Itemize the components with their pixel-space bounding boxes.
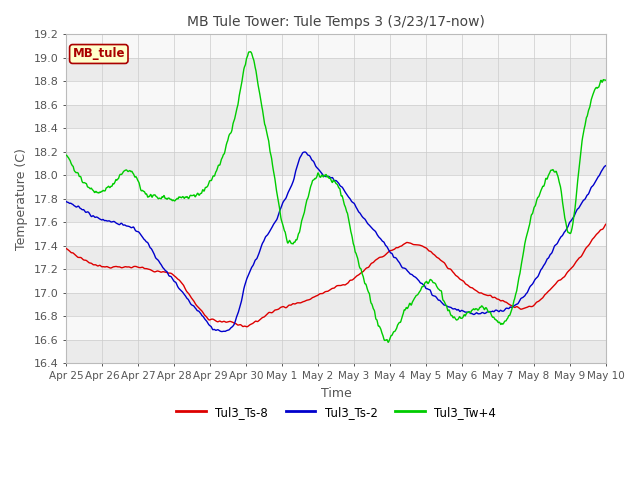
Text: MB_tule: MB_tule bbox=[72, 48, 125, 60]
Bar bbox=[66, 105, 606, 128]
Bar bbox=[66, 152, 606, 175]
Bar bbox=[66, 293, 606, 316]
Legend: Tul3_Ts-8, Tul3_Ts-2, Tul3_Tw+4: Tul3_Ts-8, Tul3_Ts-2, Tul3_Tw+4 bbox=[172, 401, 500, 423]
Bar bbox=[66, 340, 606, 363]
Title: MB Tule Tower: Tule Temps 3 (3/23/17-now): MB Tule Tower: Tule Temps 3 (3/23/17-now… bbox=[187, 15, 485, 29]
Bar bbox=[66, 58, 606, 81]
Bar bbox=[66, 128, 606, 152]
Bar bbox=[66, 269, 606, 293]
Bar bbox=[66, 81, 606, 105]
Bar bbox=[66, 316, 606, 340]
X-axis label: Time: Time bbox=[321, 386, 351, 399]
Bar bbox=[66, 246, 606, 269]
Bar bbox=[66, 199, 606, 222]
Bar bbox=[66, 175, 606, 199]
Bar bbox=[66, 35, 606, 58]
Bar bbox=[66, 222, 606, 246]
Y-axis label: Temperature (C): Temperature (C) bbox=[15, 148, 28, 250]
